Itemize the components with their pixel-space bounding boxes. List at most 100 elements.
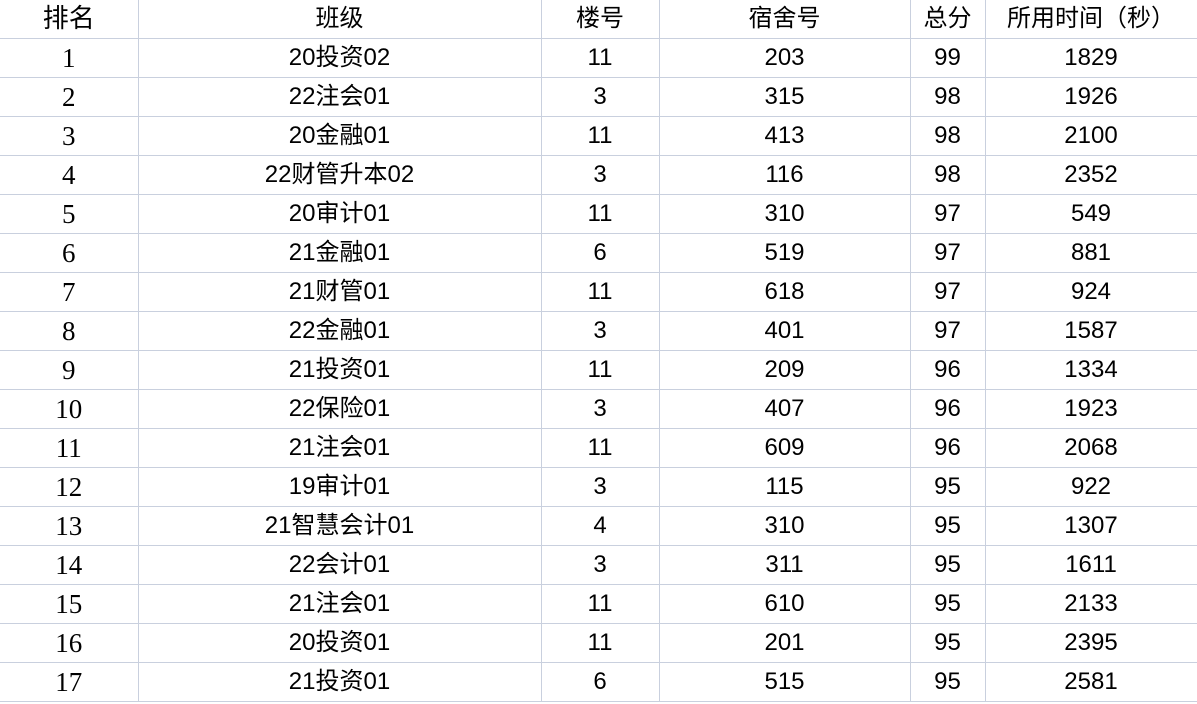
cell-rank[interactable]: 13: [0, 506, 139, 546]
cell-rank[interactable]: 3: [0, 116, 139, 156]
cell-dorm[interactable]: 115: [659, 467, 911, 507]
cell-rank[interactable]: 15: [0, 584, 139, 624]
cell-score[interactable]: 95: [910, 623, 986, 663]
cell-class[interactable]: 22财管升本02: [138, 155, 542, 195]
cell-class[interactable]: 21金融01: [138, 233, 542, 273]
cell-score[interactable]: 97: [910, 194, 986, 234]
cell-building[interactable]: 3: [541, 155, 660, 195]
cell-rank[interactable]: 10: [0, 389, 139, 429]
cell-dorm[interactable]: 609: [659, 428, 911, 468]
cell-class[interactable]: 20审计01: [138, 194, 542, 234]
cell-score[interactable]: 96: [910, 389, 986, 429]
cell-building[interactable]: 11: [541, 623, 660, 663]
header-building[interactable]: 楼号: [541, 0, 660, 39]
cell-time[interactable]: 2068: [985, 428, 1197, 468]
cell-building[interactable]: 3: [541, 311, 660, 351]
cell-time[interactable]: 1587: [985, 311, 1197, 351]
cell-building[interactable]: 3: [541, 467, 660, 507]
cell-dorm[interactable]: 401: [659, 311, 911, 351]
header-class[interactable]: 班级: [138, 0, 542, 39]
cell-class[interactable]: 20金融01: [138, 116, 542, 156]
cell-dorm[interactable]: 201: [659, 623, 911, 663]
cell-dorm[interactable]: 209: [659, 350, 911, 390]
cell-rank[interactable]: 12: [0, 467, 139, 507]
cell-score[interactable]: 98: [910, 155, 986, 195]
cell-building[interactable]: 11: [541, 272, 660, 312]
cell-rank[interactable]: 7: [0, 272, 139, 312]
cell-score[interactable]: 97: [910, 311, 986, 351]
cell-score[interactable]: 96: [910, 350, 986, 390]
cell-building[interactable]: 11: [541, 350, 660, 390]
cell-class[interactable]: 21注会01: [138, 584, 542, 624]
header-score[interactable]: 总分: [910, 0, 986, 39]
cell-building[interactable]: 11: [541, 38, 660, 78]
cell-building[interactable]: 3: [541, 77, 660, 117]
cell-dorm[interactable]: 618: [659, 272, 911, 312]
cell-class[interactable]: 20投资02: [138, 38, 542, 78]
cell-score[interactable]: 95: [910, 506, 986, 546]
cell-dorm[interactable]: 203: [659, 38, 911, 78]
cell-rank[interactable]: 2: [0, 77, 139, 117]
cell-building[interactable]: 11: [541, 116, 660, 156]
cell-rank[interactable]: 8: [0, 311, 139, 351]
cell-time[interactable]: 1923: [985, 389, 1197, 429]
header-dorm[interactable]: 宿舍号: [659, 0, 911, 39]
cell-score[interactable]: 99: [910, 38, 986, 78]
header-rank[interactable]: 排名: [0, 0, 139, 39]
cell-rank[interactable]: 16: [0, 623, 139, 663]
cell-dorm[interactable]: 310: [659, 194, 911, 234]
cell-rank[interactable]: 11: [0, 428, 139, 468]
cell-dorm[interactable]: 116: [659, 155, 911, 195]
cell-rank[interactable]: 17: [0, 662, 139, 702]
cell-time[interactable]: 1829: [985, 38, 1197, 78]
cell-dorm[interactable]: 407: [659, 389, 911, 429]
cell-score[interactable]: 98: [910, 116, 986, 156]
cell-time[interactable]: 922: [985, 467, 1197, 507]
cell-class[interactable]: 20投资01: [138, 623, 542, 663]
cell-class[interactable]: 22会计01: [138, 545, 542, 585]
cell-time[interactable]: 2352: [985, 155, 1197, 195]
cell-class[interactable]: 22金融01: [138, 311, 542, 351]
cell-score[interactable]: 96: [910, 428, 986, 468]
cell-time[interactable]: 1611: [985, 545, 1197, 585]
cell-class[interactable]: 22保险01: [138, 389, 542, 429]
cell-dorm[interactable]: 315: [659, 77, 911, 117]
cell-time[interactable]: 1926: [985, 77, 1197, 117]
cell-class[interactable]: 21智慧会计01: [138, 506, 542, 546]
cell-score[interactable]: 97: [910, 233, 986, 273]
cell-rank[interactable]: 9: [0, 350, 139, 390]
cell-time[interactable]: 2133: [985, 584, 1197, 624]
cell-rank[interactable]: 6: [0, 233, 139, 273]
cell-class[interactable]: 21注会01: [138, 428, 542, 468]
cell-time[interactable]: 2581: [985, 662, 1197, 702]
cell-building[interactable]: 11: [541, 194, 660, 234]
cell-score[interactable]: 97: [910, 272, 986, 312]
cell-score[interactable]: 95: [910, 584, 986, 624]
cell-time[interactable]: 881: [985, 233, 1197, 273]
cell-score[interactable]: 95: [910, 662, 986, 702]
cell-rank[interactable]: 14: [0, 545, 139, 585]
cell-dorm[interactable]: 311: [659, 545, 911, 585]
cell-building[interactable]: 6: [541, 662, 660, 702]
cell-building[interactable]: 3: [541, 545, 660, 585]
cell-building[interactable]: 3: [541, 389, 660, 429]
cell-dorm[interactable]: 515: [659, 662, 911, 702]
cell-score[interactable]: 98: [910, 77, 986, 117]
cell-rank[interactable]: 5: [0, 194, 139, 234]
cell-time[interactable]: 549: [985, 194, 1197, 234]
cell-time[interactable]: 1307: [985, 506, 1197, 546]
cell-dorm[interactable]: 610: [659, 584, 911, 624]
cell-time[interactable]: 2100: [985, 116, 1197, 156]
cell-class[interactable]: 19审计01: [138, 467, 542, 507]
cell-time[interactable]: 2395: [985, 623, 1197, 663]
cell-building[interactable]: 6: [541, 233, 660, 273]
cell-dorm[interactable]: 413: [659, 116, 911, 156]
cell-rank[interactable]: 4: [0, 155, 139, 195]
cell-rank[interactable]: 1: [0, 38, 139, 78]
cell-class[interactable]: 21财管01: [138, 272, 542, 312]
cell-class[interactable]: 21投资01: [138, 350, 542, 390]
cell-dorm[interactable]: 519: [659, 233, 911, 273]
cell-class[interactable]: 22注会01: [138, 77, 542, 117]
cell-building[interactable]: 11: [541, 584, 660, 624]
cell-time[interactable]: 1334: [985, 350, 1197, 390]
